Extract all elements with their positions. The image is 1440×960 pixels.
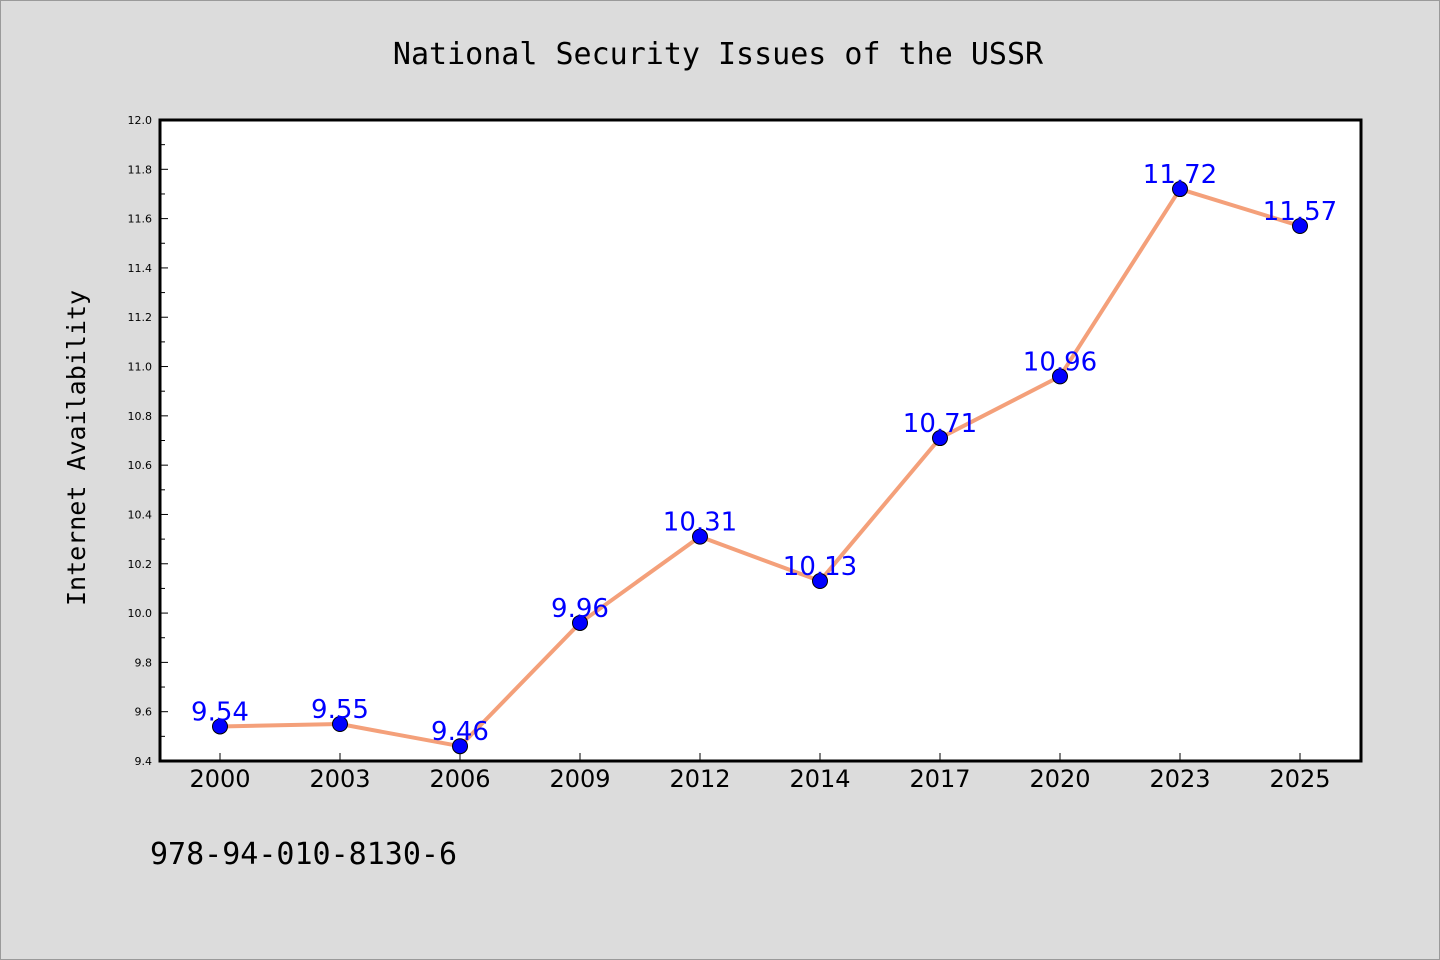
x-tick-label: 2017 bbox=[909, 765, 970, 793]
x-tick-label: 2014 bbox=[789, 765, 850, 793]
data-label: 9.55 bbox=[311, 695, 369, 725]
x-tick-label: 2025 bbox=[1269, 765, 1330, 793]
x-tick-label: 2020 bbox=[1029, 765, 1090, 793]
series-line bbox=[219, 187, 1301, 749]
y-tick-label: 11.4 bbox=[128, 262, 153, 275]
data-point bbox=[452, 738, 468, 755]
data-label: 11.57 bbox=[1263, 197, 1337, 227]
data-label: 9.54 bbox=[191, 697, 249, 727]
data-point bbox=[332, 716, 348, 733]
data-label: 10.71 bbox=[903, 409, 977, 439]
data-label: 9.96 bbox=[551, 594, 609, 624]
data-labels-group: 9.54 9.55 9.46 9.96 10.31 10.13 10.71 10.96 11.7… bbox=[191, 160, 1337, 747]
y-axis-label: Internet Availability bbox=[62, 290, 91, 606]
y-tick-label: 10.4 bbox=[128, 508, 153, 521]
y-tick-label: 10.6 bbox=[128, 459, 153, 472]
y-tick-label: 11.6 bbox=[128, 213, 153, 226]
x-tick-label: 2023 bbox=[1149, 765, 1210, 793]
data-point bbox=[1292, 218, 1308, 235]
x-tick-label: 2012 bbox=[669, 765, 730, 793]
x-tick-label: 2006 bbox=[429, 765, 490, 793]
data-point bbox=[932, 430, 948, 447]
data-point bbox=[692, 528, 708, 545]
y-tick-label: 11.8 bbox=[128, 163, 153, 176]
x-tick-label: 2003 bbox=[309, 765, 370, 793]
data-label: 11.72 bbox=[1143, 160, 1217, 190]
markers-group bbox=[212, 181, 1308, 755]
chart-title: National Security Issues of the USSR bbox=[393, 37, 1044, 72]
data-label: 10.96 bbox=[1023, 347, 1097, 377]
y-axis: 9.4 9.6 9.8 10.0 10.2 10.4 10.6 10.8 11.0 11.2 11.… bbox=[128, 114, 168, 768]
y-tick-label: 9.8 bbox=[135, 656, 153, 669]
data-label: 9.46 bbox=[431, 717, 489, 747]
y-tick-label: 10.2 bbox=[128, 558, 153, 571]
plot-area bbox=[158, 118, 1363, 763]
x-tick-label: 2009 bbox=[549, 765, 610, 793]
series-line-group bbox=[219, 187, 1301, 749]
data-label: 10.13 bbox=[783, 552, 857, 582]
x-tick-label: 2000 bbox=[189, 765, 250, 793]
y-tick-label: 11.0 bbox=[128, 361, 153, 374]
y-tick-label: 9.6 bbox=[135, 706, 153, 719]
data-point bbox=[212, 718, 228, 735]
x-axis: 2000 2003 2006 2009 2012 2014 2017 2020 2023 2025 bbox=[189, 753, 1331, 793]
y-tick-label: 12.0 bbox=[128, 114, 153, 127]
data-point bbox=[572, 614, 588, 631]
isbn-text: 978-94-010-8130-6 bbox=[150, 837, 457, 872]
y-tick-label: 10.0 bbox=[128, 607, 153, 620]
data-point bbox=[1052, 368, 1068, 385]
y-tick-label: 11.2 bbox=[128, 311, 153, 324]
y-tick-label: 9.4 bbox=[135, 755, 153, 768]
y-tick-label: 10.8 bbox=[128, 410, 153, 423]
data-point bbox=[1172, 181, 1188, 198]
data-point bbox=[812, 573, 828, 590]
data-label: 10.31 bbox=[663, 508, 737, 538]
